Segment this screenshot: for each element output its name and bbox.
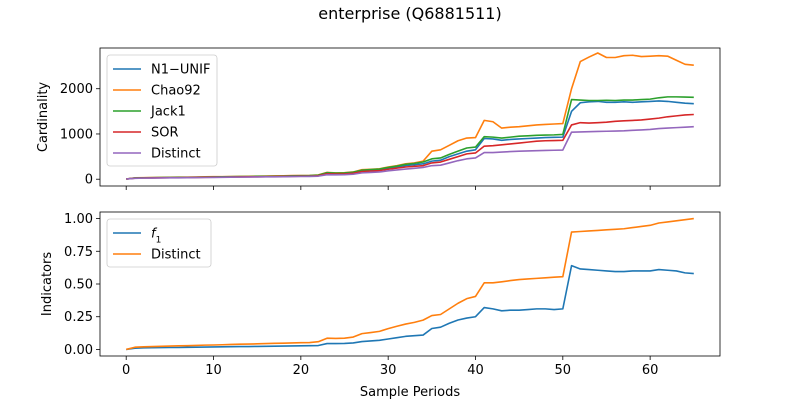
indicators-series-group bbox=[126, 217, 694, 351]
indicators-ytick-label-4: 1.00 bbox=[64, 212, 93, 227]
cardinality-ticks: 0 1000 2000 bbox=[60, 82, 651, 190]
cardinality-axes-frame bbox=[99, 47, 721, 187]
indicators-xtick-label-4: 40 bbox=[467, 363, 484, 378]
indicators-xtick-label-2: 20 bbox=[293, 363, 310, 378]
indicators-ytick-label-0: 0.00 bbox=[64, 343, 93, 358]
indicators-xtick-label-3: 30 bbox=[380, 363, 397, 378]
indicators-ytick-label-1: 0.25 bbox=[64, 310, 93, 325]
indicators-ylabel: Indicators bbox=[40, 252, 55, 316]
indicators-legend-label-1: Distinct bbox=[151, 248, 201, 263]
cardinality-legend-label-2: Jack1 bbox=[150, 105, 186, 120]
indicators-legend-label-0: f1 bbox=[151, 227, 161, 246]
indicators-series-line-1 bbox=[126, 217, 694, 351]
indicators-xtick-label-1: 10 bbox=[205, 363, 222, 378]
cardinality-ylabel: Cardinality bbox=[36, 82, 51, 153]
cardinality-series-line-4 bbox=[126, 125, 694, 180]
indicators-xtick-label-5: 50 bbox=[555, 363, 572, 378]
indicators-legend: f1 Distinct bbox=[106, 218, 212, 268]
cardinality-legend-label-0: N1−UNIF bbox=[151, 63, 210, 78]
cardinality-series-group bbox=[126, 52, 694, 180]
indicators-ticks: 0 10 20 30 40 50 60 0.00 0.25 0.50 0.75 1.00 bbox=[64, 212, 658, 378]
indicators-series-line-0 bbox=[126, 264, 694, 351]
indicators-legend-box bbox=[106, 218, 212, 268]
cardinality-ytick-label-0: 0 bbox=[85, 173, 93, 188]
x-axis-label: Sample Periods bbox=[360, 385, 460, 400]
cardinality-legend-box bbox=[106, 54, 218, 167]
cardinality-legend-label-1: Chao92 bbox=[151, 84, 201, 99]
indicators-xtick-label-6: 60 bbox=[642, 363, 659, 378]
cardinality-ytick-label-1: 1000 bbox=[60, 127, 93, 142]
indicators-ytick-label-2: 0.50 bbox=[64, 278, 93, 293]
cardinality-legend-label-3: SOR bbox=[151, 126, 179, 141]
indicators-ytick-label-3: 0.75 bbox=[64, 245, 93, 260]
panel-cardinality: 0 1000 2000 Cardinality N1−UNIF Chao92 Jack1… bbox=[36, 47, 721, 190]
panel-indicators: 0 10 20 30 40 50 60 0.00 0.25 0.50 0.75 1.00 Indica… bbox=[40, 211, 721, 378]
cardinality-legend-label-4: Distinct bbox=[151, 147, 201, 162]
indicators-xtick-label-0: 0 bbox=[122, 363, 130, 378]
chart-title: enterprise (Q6881511) bbox=[318, 4, 501, 23]
cardinality-ytick-label-2: 2000 bbox=[60, 82, 93, 97]
cardinality-legend: N1−UNIF Chao92 Jack1 SOR Distinct bbox=[106, 54, 218, 167]
